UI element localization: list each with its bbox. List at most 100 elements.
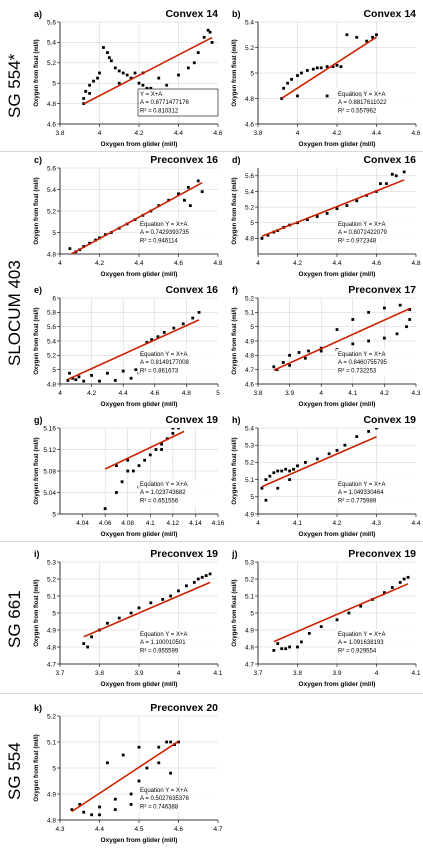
data-point [82,642,86,645]
stats-line: Equation Y = X+A [338,632,385,638]
chart-panel-j: j) Preconvex 19 3.7 3.8 3.9 4 4.1 4.7 4.8 4.9 5 5.1… [228,546,423,690]
x-tick-label: 4 [256,520,260,527]
data-point [161,598,165,601]
data-point [160,442,163,446]
data-point [148,453,152,457]
data-point [77,375,81,379]
y-tick-label: 5.4 [47,338,56,345]
y-tick-label: 4.8 [47,644,56,651]
panel-letter: i) [34,549,40,559]
y-tick-label: 4.8 [245,353,254,360]
x-tick-label: 4.14 [189,520,202,527]
x-tick-label: 4.1 [146,520,155,527]
data-point [325,211,329,215]
data-point [137,464,141,468]
fit-line [67,319,200,381]
x-axis-label: Oxygen from glider (ml/l) [299,681,376,688]
data-point [264,498,268,502]
data-point [117,616,121,620]
stats-line: A = 0.8072422079 [338,230,388,236]
x-axis-label: Oxygen from glider (ml/l) [101,401,178,408]
x-tick-label: 4.6 [213,130,222,137]
data-point [266,233,270,237]
data-point [280,469,284,473]
y-tick-label: 5.3 [245,559,254,566]
y-tick-label: 5.04 [43,490,56,497]
data-point [288,478,291,481]
data-point [157,745,161,749]
y-tick-label: 4.8 [47,101,56,108]
x-tick-label: 4 [177,670,181,677]
x-tick-label: 4.04 [76,520,89,527]
data-point [107,56,111,60]
y-tick-label: 5.6 [47,324,56,331]
y-tick-label: 4.9 [47,627,56,634]
y-axis-label: Oxygen from float (ml/l) [34,39,40,106]
data-point [398,581,402,584]
fit-line [281,36,377,99]
panel-letter: h) [232,415,241,425]
data-point [169,594,172,598]
data-point [66,379,70,382]
data-point [208,30,212,34]
data-point [157,76,161,80]
stats-line: A = 1.023743682 [140,490,186,496]
x-tick-label: 4.2 [380,390,389,397]
y-axis-label: Oxygen from float (ml/l) [232,177,238,244]
group-label-sg554-star: SG 554* [5,53,24,118]
y-tick-label: 5 [52,81,56,88]
data-point [68,247,72,251]
stats-line: A = 0.8460755795 [338,360,388,366]
data-point [196,51,200,54]
data-point [129,376,133,380]
data-point [335,448,339,452]
fit-line [273,583,409,643]
data-point [186,66,190,70]
data-point [169,740,172,744]
data-point [88,92,92,95]
y-tick-label: 5 [250,610,254,617]
x-tick-label: 3.8 [253,130,262,137]
data-point [276,486,280,490]
x-tick-label: 4.8 [213,260,222,267]
data-point [71,376,75,380]
data-point [145,86,149,90]
data-point [339,65,343,69]
group-label-sg661: SG 661 [5,590,24,648]
data-point [126,469,130,473]
stats-box [336,479,416,506]
data-point [296,464,299,468]
panel-letter: b) [232,9,241,19]
data-point [192,581,196,584]
y-tick-label: 5 [250,70,254,77]
data-point [106,621,109,625]
y-tick-label: 5.1 [47,739,56,746]
panel-letter: d) [232,155,241,165]
stats-box [336,629,416,656]
x-axis-label: Oxygen from glider (ml/l) [299,401,376,408]
plot-area [70,740,180,817]
y-tick-label: 5.6 [47,165,56,172]
data-point [268,474,272,478]
data-point [169,771,172,775]
stats-line: R² = 0.929554 [338,648,377,654]
data-point [365,39,369,43]
y-tick-label: 4.8 [245,236,254,243]
data-point [406,575,410,579]
separator [0,541,423,542]
data-point [398,303,402,307]
x-tick-label: 4.4 [134,260,143,267]
data-point [296,74,299,77]
fit-line [261,179,405,237]
y-tick-label: 5.6 [47,19,56,26]
stats-line: R² = 0.746388 [140,804,179,810]
chart-title: Preconvex 16 [150,154,218,166]
data-point [84,89,88,93]
x-tick-label: 4.8 [182,390,191,397]
data-point [343,443,347,447]
chart-panel-k: k) Preconvex 20 4.3 4.4 4.5 4.6 4.7 4.8 4.9 5 5.1 5… [30,700,226,846]
y-tick-label: 5 [52,765,56,772]
data-point [335,328,339,331]
data-point [143,458,147,462]
data-point [154,448,158,451]
